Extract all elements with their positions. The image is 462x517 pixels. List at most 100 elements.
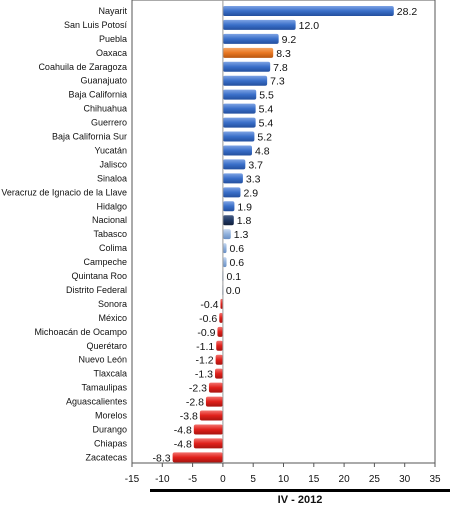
category-label-zacatecas: Zacatecas <box>85 452 127 462</box>
bar-chihuahua <box>222 103 256 114</box>
value-label-colima: 0.6 <box>230 243 245 255</box>
value-label-yucatan: 4.8 <box>255 145 270 157</box>
value-label-mexico: -0.6 <box>199 313 217 325</box>
value-label-guerrero: 5.4 <box>259 118 274 130</box>
bar-chiapas <box>193 438 223 449</box>
bars-group <box>172 5 394 463</box>
x-axis-title-underline <box>150 489 450 492</box>
value-label-coahuila-de-zaragoza: 7.8 <box>273 62 288 74</box>
value-label-zacatecas: -8.3 <box>153 452 171 464</box>
value-labels: 28.2 12.09.2 8.3 7.8 7.3 5.5 5.4 5.4 5.24.8 3.7 3.… <box>153 6 418 464</box>
bar-michoacan-de-ocampo <box>217 326 223 337</box>
x-tick-label: 5 <box>250 474 256 485</box>
category-label-yucatan: Yucatán <box>94 145 127 155</box>
value-label-morelos: -3.8 <box>180 411 198 423</box>
bar-mexico <box>219 312 223 323</box>
category-label-aguascalientes: Aguascalientes <box>66 397 128 407</box>
value-label-sinaloa: 3.3 <box>246 173 261 185</box>
value-label-tabasco: 1.3 <box>234 229 249 241</box>
value-label-tlaxcala: -1.3 <box>195 369 213 381</box>
bar-zacatecas <box>172 452 223 463</box>
bar-queretaro <box>216 340 223 351</box>
x-tick-label: -15 <box>125 474 140 485</box>
value-label-san-luis-potosi: 12.0 <box>299 20 320 32</box>
bar-guanajuato <box>222 75 268 86</box>
category-label-tlaxcala: Tlaxcala <box>93 369 127 379</box>
category-label-mexico: México <box>98 313 127 323</box>
category-label-sonora: Sonora <box>98 299 127 309</box>
bar-campeche <box>222 257 227 268</box>
bar-morelos <box>199 410 223 421</box>
value-label-distrito-federal: 0.0 <box>226 285 241 297</box>
x-tick-label: 15 <box>308 474 320 485</box>
value-label-tamaulipas: -2.3 <box>189 383 207 395</box>
value-label-oaxaca: 8.3 <box>276 48 291 60</box>
category-label-nacional: Nacional <box>92 215 127 225</box>
bar-jalisco <box>222 159 246 170</box>
value-label-guanajuato: 7.3 <box>270 76 285 88</box>
category-label-nuevo-leon: Nuevo León <box>78 355 127 365</box>
category-label-tabasco: Tabasco <box>93 229 127 239</box>
bar-hidalgo <box>222 201 235 212</box>
bar-colima <box>222 243 227 254</box>
category-label-jalisco: Jalisco <box>99 159 127 169</box>
value-label-aguascalientes: -2.8 <box>186 397 204 409</box>
bar-guerrero <box>222 117 256 128</box>
value-label-durango: -4.8 <box>174 424 192 436</box>
category-label-oaxaca: Oaxaca <box>96 48 127 58</box>
bar-aguascalientes <box>205 396 223 407</box>
category-label-coahuila-de-zaragoza: Coahuila de Zaragoza <box>38 62 127 72</box>
category-label-baja-california-sur: Baja California Sur <box>52 132 127 142</box>
value-label-michoacan-de-ocampo: -0.9 <box>197 327 215 339</box>
value-label-sonora: -0.4 <box>200 299 218 311</box>
x-axis: -15 -10 -5 0 5 10 15 20 25 30 35 <box>125 463 441 485</box>
value-label-nacional: 1.8 <box>237 215 252 227</box>
category-label-nayarit: Nayarit <box>98 6 127 16</box>
category-label-veracruz-de-ignacio-de-la-llave: Veracruz de Ignacio de la Llave <box>1 187 127 197</box>
x-tick-label: -5 <box>188 474 197 485</box>
bar-sonora <box>220 298 223 309</box>
x-tick-label: 30 <box>399 474 411 485</box>
category-label-queretaro: Querétaro <box>86 341 127 351</box>
category-label-guanajuato: Guanajuato <box>80 76 127 86</box>
value-label-hidalgo: 1.9 <box>237 201 252 213</box>
value-label-quintana-roo: 0.1 <box>227 271 242 283</box>
x-tick-label: 0 <box>220 474 226 485</box>
category-label-sinaloa: Sinaloa <box>97 173 127 183</box>
bar-oaxaca <box>222 47 274 58</box>
category-label-chihuahua: Chihuahua <box>83 104 127 114</box>
category-label-baja-california: Baja California <box>68 90 127 100</box>
category-labels: Nayarit San Luis Potosí Puebla Oaxaca Coahui… <box>1 6 127 462</box>
bar-tlaxcala <box>215 368 223 379</box>
bar-durango <box>193 424 223 435</box>
x-axis-title: IV - 2012 <box>277 494 323 506</box>
value-label-jalisco: 3.7 <box>248 159 263 171</box>
bar-tabasco <box>222 229 231 240</box>
value-label-chihuahua: 5.4 <box>259 104 274 116</box>
category-label-colima: Colima <box>99 243 127 253</box>
x-tick-label: -10 <box>155 474 170 485</box>
bar-coahuila-de-zaragoza <box>222 61 271 72</box>
bar-baja-california-sur <box>222 131 255 142</box>
value-label-nayarit: 28.2 <box>397 6 418 18</box>
x-tick-label: 10 <box>278 474 290 485</box>
value-label-chiapas: -4.8 <box>174 438 192 450</box>
bar-nuevo-leon <box>215 354 223 365</box>
x-tick-label: 25 <box>369 474 381 485</box>
value-label-campeche: 0.6 <box>230 257 245 269</box>
x-tick-label: 35 <box>429 474 441 485</box>
bar-baja-california <box>222 89 257 100</box>
bar-sinaloa <box>222 173 243 184</box>
bar-nacional <box>222 215 234 226</box>
bar-yucatan <box>222 145 252 156</box>
value-label-baja-california-sur: 5.2 <box>257 132 272 144</box>
category-label-michoacan-de-ocampo: Michoacán de Ocampo <box>34 327 127 337</box>
category-label-durango: Durango <box>92 424 127 434</box>
value-label-nuevo-leon: -1.2 <box>196 355 214 367</box>
bar-puebla <box>222 33 279 44</box>
category-label-tamaulipas: Tamaulipas <box>81 383 127 393</box>
category-label-distrito-federal: Distrito Federal <box>66 285 127 295</box>
category-label-chiapas: Chiapas <box>94 438 128 448</box>
bar-veracruz-de-ignacio-de-la-llave <box>222 187 241 198</box>
